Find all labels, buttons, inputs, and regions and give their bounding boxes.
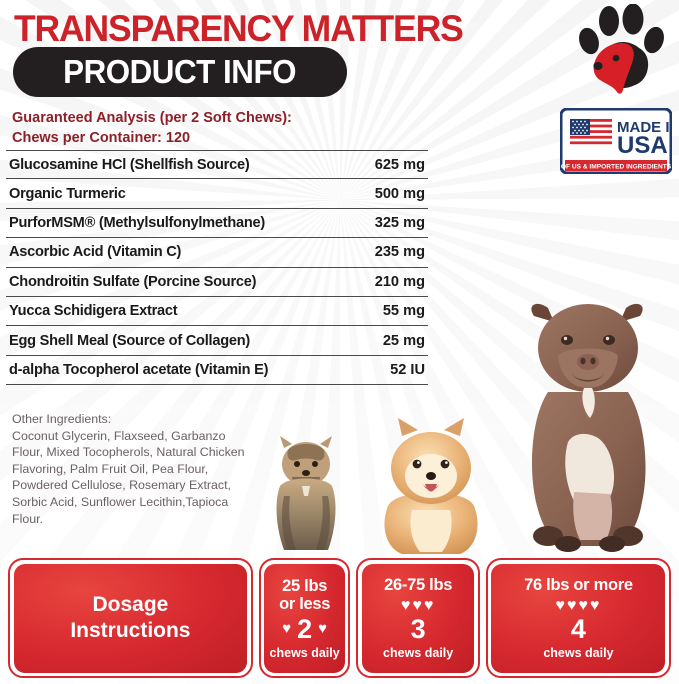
guaranteed-analysis-line1: Guaranteed Analysis (per 2 Soft Chews):: [12, 110, 292, 126]
svg-text:OF US & IMPORTED INGREDIENTS: OF US & IMPORTED INGREDIENTS: [561, 164, 672, 171]
ingredient-name: Chondroitin Sulfate (Porcine Source): [9, 273, 257, 290]
product-info-banner: PRODUCT INFO: [13, 47, 347, 97]
other-ingredients-block: Other Ingredients: Coconut Glycerin, Fla…: [12, 411, 257, 527]
weight-range-line1: 26-75 lbs: [384, 576, 453, 595]
ingredient-name: Egg Shell Meal (Source of Collagen): [9, 332, 250, 349]
table-row: PurforMSM® (Methylsulfonylmethane) 325 mg: [6, 209, 428, 239]
ingredient-amount: 500 mg: [374, 185, 425, 202]
other-ingredients-body: Coconut Glycerin, Flaxseed, Garbanzo Flo…: [12, 428, 245, 526]
ingredient-amount: 625 mg: [374, 156, 425, 173]
dosage-title-line1: Dosage: [92, 593, 169, 616]
dosage-title-line2: Instructions: [70, 619, 191, 642]
ingredient-name: PurforMSM® (Methylsulfonylmethane): [9, 214, 266, 231]
ingredient-amount: 210 mg: [374, 273, 425, 290]
ingredient-name: Ascorbic Acid (Vitamin C): [9, 244, 182, 261]
heart-icon: ♥: [282, 620, 292, 637]
table-row: Chondroitin Sulfate (Porcine Source) 210 …: [6, 268, 428, 297]
chews-daily-label: chews daily: [383, 645, 454, 660]
heart-icons: ♥♥♥♥: [555, 596, 602, 614]
dosage-strip: Dosage Instructions 25 lbs or less ♥ 2 ♥…: [8, 558, 671, 678]
dosage-box-small: 25 lbs or less ♥ 2 ♥ chews daily: [258, 558, 351, 678]
heart-icon: ♥: [318, 620, 328, 637]
dosage-instructions-box: Dosage Instructions: [8, 558, 253, 678]
weight-range-line1: 25 lbs: [282, 576, 328, 595]
chews-daily-label: chews daily: [543, 645, 614, 660]
dosage-box-large: 76 lbs or more ♥♥♥♥ 4 chews daily: [485, 558, 671, 678]
pitbull-photo: [504, 296, 670, 554]
ingredient-amount: 25 mg: [382, 332, 425, 349]
ingredient-table: Glucosamine HCl (Shellfish Source) 625 mg…: [6, 150, 428, 386]
dosage-box-medium: 26-75 lbs ♥♥♥ 3 chews daily: [356, 558, 480, 678]
ingredient-name: Yucca Schidigera Extract: [9, 303, 178, 320]
chew-count: 4: [570, 613, 586, 644]
table-row: d-alpha Tocopherol acetate (Vitamin E) 52…: [6, 356, 428, 386]
ingredient-amount: 52 IU: [390, 361, 425, 378]
svg-text:MADE IN: MADE IN: [617, 119, 672, 136]
svg-text:USA: USA: [617, 132, 668, 159]
table-row: Egg Shell Meal (Source of Collagen) 25 mg: [6, 326, 428, 356]
table-row: Glucosamine HCl (Shellfish Source) 625 mg: [6, 150, 428, 180]
table-row: Yucca Schidigera Extract 55 mg: [6, 297, 428, 327]
heart-icons: ♥♥♥: [400, 596, 436, 614]
chew-count: 2: [297, 613, 313, 644]
page-title: TRANSPARENCY MATTERS: [14, 8, 464, 49]
paw-dog-logo-icon: [573, 3, 673, 96]
weight-range-line1: 76 lbs or more: [524, 576, 633, 595]
chews-per-container: Chews per Container: 120: [12, 130, 191, 146]
weight-range-line2: or less: [279, 595, 331, 613]
ingredient-amount: 235 mg: [374, 244, 425, 261]
ingredient-name: Glucosamine HCl (Shellfish Source): [9, 156, 250, 173]
table-row: Ascorbic Acid (Vitamin C) 235 mg: [6, 238, 428, 268]
ingredient-name: d-alpha Tocopherol acetate (Vitamin E): [9, 361, 269, 378]
other-ingredients-heading: Other Ingredients:: [12, 412, 112, 426]
ingredient-amount: 55 mg: [382, 303, 425, 320]
made-in-usa-badge: MADE IN USA OF US & IMPORTED INGREDIENTS: [559, 107, 679, 175]
guaranteed-analysis-header: Guaranteed Analysis (per 2 Soft Chews): …: [12, 108, 292, 148]
ingredient-name: Organic Turmeric: [9, 185, 126, 202]
ingredient-amount: 325 mg: [374, 214, 425, 231]
product-info-label-text: PRODUCT INFO: [63, 53, 297, 90]
chews-daily-label: chews daily: [269, 645, 340, 660]
chew-count: 3: [410, 613, 426, 644]
yorkshire-terrier-photo: [258, 432, 354, 554]
table-row: Organic Turmeric 500 mg: [6, 179, 428, 209]
pomeranian-photo: [372, 414, 490, 556]
